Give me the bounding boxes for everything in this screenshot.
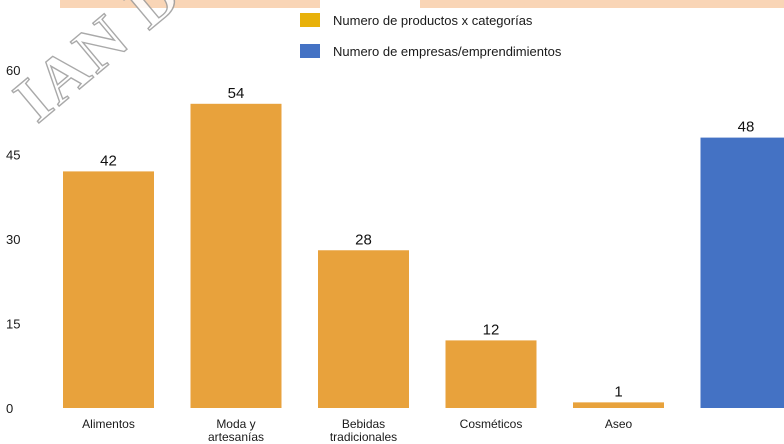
bar-value-label: 48 (738, 119, 755, 136)
top-decoration-band (420, 0, 784, 8)
y-tick-label: 15 (6, 317, 20, 332)
bar-productos-3 (445, 340, 537, 408)
x-tick-label: Alimentos (82, 417, 135, 431)
x-tick-label: artesanías (208, 430, 264, 444)
y-tick-label: 60 (6, 63, 20, 78)
bar-productos-0 (63, 171, 154, 408)
bar-value-label: 12 (483, 321, 500, 338)
legend-label: Numero de productos x categorías (333, 13, 533, 28)
y-tick-label: 30 (6, 232, 20, 247)
x-tick-label: Aseo (605, 417, 633, 431)
bar-value-label: 54 (228, 85, 245, 102)
y-tick-label: 0 (6, 401, 13, 416)
y-tick-label: 45 (6, 148, 20, 163)
bar-productos-1 (190, 103, 282, 409)
legend-swatch (300, 13, 320, 27)
x-tick-label: Cosméticos (460, 417, 523, 431)
legend-label: Numero de empresas/emprendimientos (333, 44, 562, 59)
bar-empresas-5 (700, 137, 784, 408)
bars-group: 42 54 28 12 1 48 (63, 85, 784, 409)
bar-value-label: 28 (355, 231, 372, 248)
top-decoration-band (60, 0, 320, 8)
legend: Numero de productos x categorías Numero d… (300, 13, 562, 59)
bar-value-label: 1 (614, 383, 622, 400)
x-tick-label: Moda y (216, 417, 255, 431)
bar-productos-2 (318, 250, 409, 408)
x-tick-label: Bebidas (342, 417, 385, 431)
legend-swatch (300, 44, 320, 58)
bar-productos-4 (573, 402, 664, 408)
x-tick-label: tradicionales (330, 430, 397, 444)
bar-value-label: 42 (100, 152, 117, 169)
y-axis: 0 15 30 45 60 (6, 63, 20, 416)
